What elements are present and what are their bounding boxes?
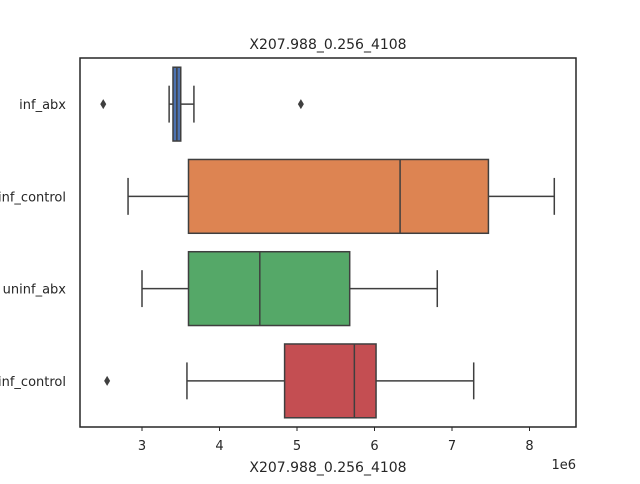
outlier-point <box>297 99 304 110</box>
x-axis-label: X207.988_0.256_4108 <box>249 460 406 476</box>
x-tick-label: 6 <box>370 439 378 454</box>
y-tick-label: uninf_abx <box>3 283 67 298</box>
x-tick-label: 3 <box>138 439 146 454</box>
x-tick-label: 7 <box>448 439 456 454</box>
outlier-point <box>100 99 107 110</box>
plot-area <box>100 66 556 419</box>
y-axis-ticks: inf_abx inf_control uninf_abx inf_control <box>0 98 66 390</box>
x-tick-label: 4 <box>215 439 223 454</box>
plot-frame <box>79 57 577 428</box>
y-tick-label: inf_control <box>0 375 66 390</box>
box-group-2 <box>127 158 556 235</box>
y-tick-label: inf_abx <box>19 98 66 113</box>
x-tick-label: 8 <box>525 439 533 454</box>
box-body <box>187 158 490 235</box>
chart-title: X207.988_0.256_4108 <box>249 37 406 53</box>
x-tick-label: 5 <box>293 439 301 454</box>
box-body <box>283 343 377 419</box>
box-group-4 <box>104 343 475 419</box>
box-group-3 <box>141 250 439 327</box>
outlier-point <box>104 375 111 386</box>
y-tick-label: inf_control <box>0 190 66 205</box>
x-axis-offset-label: 1e6 <box>551 458 576 473</box>
x-axis-ticks: 3 4 5 6 7 8 <box>138 427 534 454</box>
box-group-1 <box>100 66 304 142</box>
box-body <box>187 250 351 327</box>
